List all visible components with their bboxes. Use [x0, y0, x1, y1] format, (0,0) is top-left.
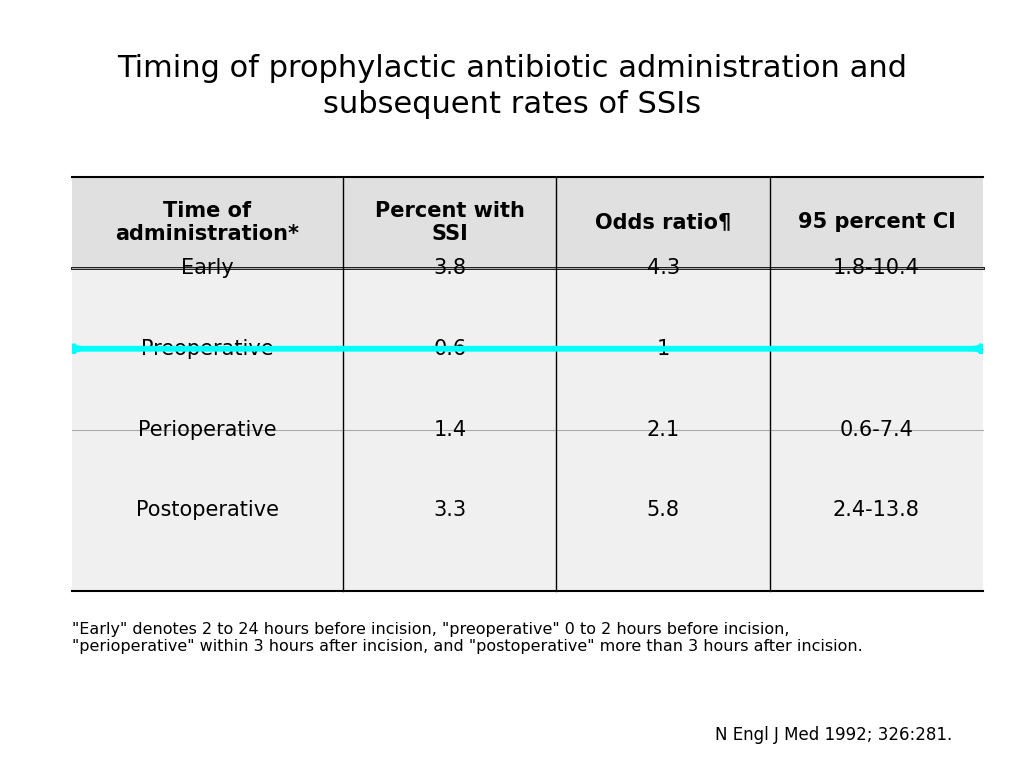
Text: 1.8-10.4: 1.8-10.4: [833, 258, 920, 278]
Text: Odds ratio¶: Odds ratio¶: [595, 212, 731, 232]
Text: 95 percent CI: 95 percent CI: [798, 212, 955, 232]
Text: Time of
administration*: Time of administration*: [116, 200, 299, 244]
Text: 5.8: 5.8: [646, 501, 680, 521]
Text: 4.3: 4.3: [646, 258, 680, 278]
Text: Percent with
SSI: Percent with SSI: [375, 200, 524, 244]
Text: Preoperative: Preoperative: [141, 339, 273, 359]
Text: 2.4-13.8: 2.4-13.8: [833, 501, 920, 521]
Text: 1: 1: [656, 339, 670, 359]
Text: Timing of prophylactic antibiotic administration and
subsequent rates of SSIs: Timing of prophylactic antibiotic admini…: [117, 54, 907, 119]
Text: 3.8: 3.8: [433, 258, 466, 278]
Text: 0.6-7.4: 0.6-7.4: [840, 419, 913, 439]
Text: 1.4: 1.4: [433, 419, 466, 439]
Text: -: -: [872, 339, 881, 359]
Text: "Early" denotes 2 to 24 hours before incision, "preoperative" 0 to 2 hours befor: "Early" denotes 2 to 24 hours before inc…: [72, 622, 862, 654]
Bar: [72, 268, 983, 591]
Text: Early: Early: [181, 258, 233, 278]
Bar: [72, 177, 983, 268]
Text: 3.3: 3.3: [433, 501, 466, 521]
Text: Perioperative: Perioperative: [138, 419, 276, 439]
Text: Postoperative: Postoperative: [136, 501, 279, 521]
Text: 0.6: 0.6: [433, 339, 466, 359]
Text: 2.1: 2.1: [646, 419, 680, 439]
Text: N Engl J Med 1992; 326:281.: N Engl J Med 1992; 326:281.: [715, 726, 952, 743]
